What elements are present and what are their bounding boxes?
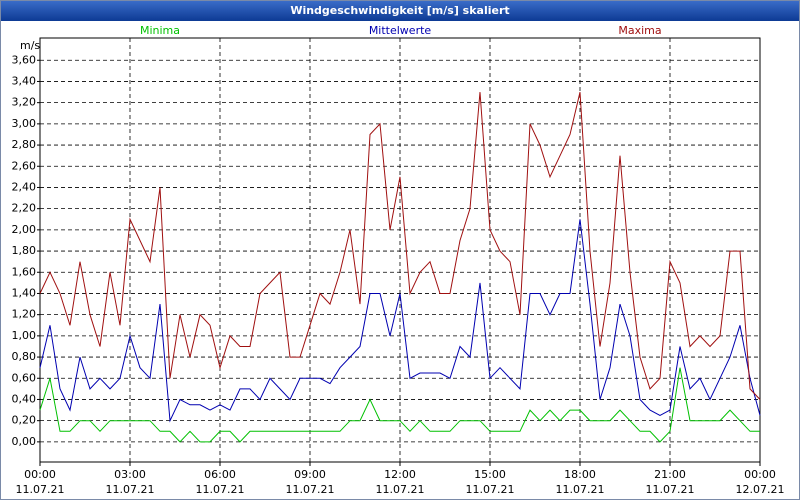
series-line <box>39 367 760 443</box>
y-tick-label: 1,20 <box>12 308 37 321</box>
chart-title: Windgeschwindigkeit [m/s] skaliert <box>290 4 509 17</box>
y-tick-label: 2,80 <box>12 138 37 151</box>
x-tick-date: 11.07.21 <box>466 483 515 496</box>
y-tick-label: 2,40 <box>12 180 37 193</box>
x-tick-label: 18:00 <box>564 468 596 481</box>
x-tick-date: 11.07.21 <box>286 483 335 496</box>
y-tick-label: 3,00 <box>12 117 37 130</box>
x-tick-date: 11.07.21 <box>556 483 605 496</box>
x-tick-label: 00:00 <box>24 468 56 481</box>
y-tick-label: 0,80 <box>12 350 37 363</box>
y-tick-label: 0,40 <box>12 392 37 405</box>
legend-label: Maxima <box>618 24 661 37</box>
x-tick-label: 03:00 <box>114 468 146 481</box>
y-tick-label: 1,80 <box>12 244 37 257</box>
x-tick-label: 15:00 <box>474 468 506 481</box>
series-line <box>39 219 761 423</box>
legend-label: Mittelwerte <box>369 24 432 37</box>
x-tick-label: 12:00 <box>384 468 416 481</box>
y-tick-label: 2,00 <box>12 223 37 236</box>
y-tick-label: 0,00 <box>12 435 37 448</box>
y-tick-label: 3,20 <box>12 96 37 109</box>
y-tick-label: 3,60 <box>12 53 37 66</box>
x-tick-label: 06:00 <box>204 468 236 481</box>
x-tick-label: 00:00 <box>744 468 776 481</box>
x-tick-date: 11.07.21 <box>376 483 425 496</box>
y-tick-label: 1,00 <box>12 329 37 342</box>
y-tick-label: 0,20 <box>12 414 37 427</box>
y-tick-label: 1,40 <box>12 286 37 299</box>
x-tick-date: 11.07.21 <box>106 483 155 496</box>
x-tick-date: 11.07.21 <box>646 483 695 496</box>
legend-label: Minima <box>140 24 180 37</box>
x-tick-date: 11.07.21 <box>16 483 65 496</box>
y-tick-label: 2,60 <box>12 159 37 172</box>
y-tick-label: 1,60 <box>12 265 37 278</box>
y-tick-label: 2,20 <box>12 202 37 215</box>
title-bar <box>1 1 799 21</box>
x-tick-date: 11.07.21 <box>196 483 245 496</box>
x-tick-label: 09:00 <box>294 468 326 481</box>
x-tick-label: 21:00 <box>654 468 686 481</box>
y-axis-label: m/s <box>20 39 40 52</box>
y-tick-label: 0,60 <box>12 371 37 384</box>
y-tick-label: 3,40 <box>12 74 37 87</box>
x-tick-date: 12.07.21 <box>736 483 785 496</box>
series-line <box>39 91 761 400</box>
